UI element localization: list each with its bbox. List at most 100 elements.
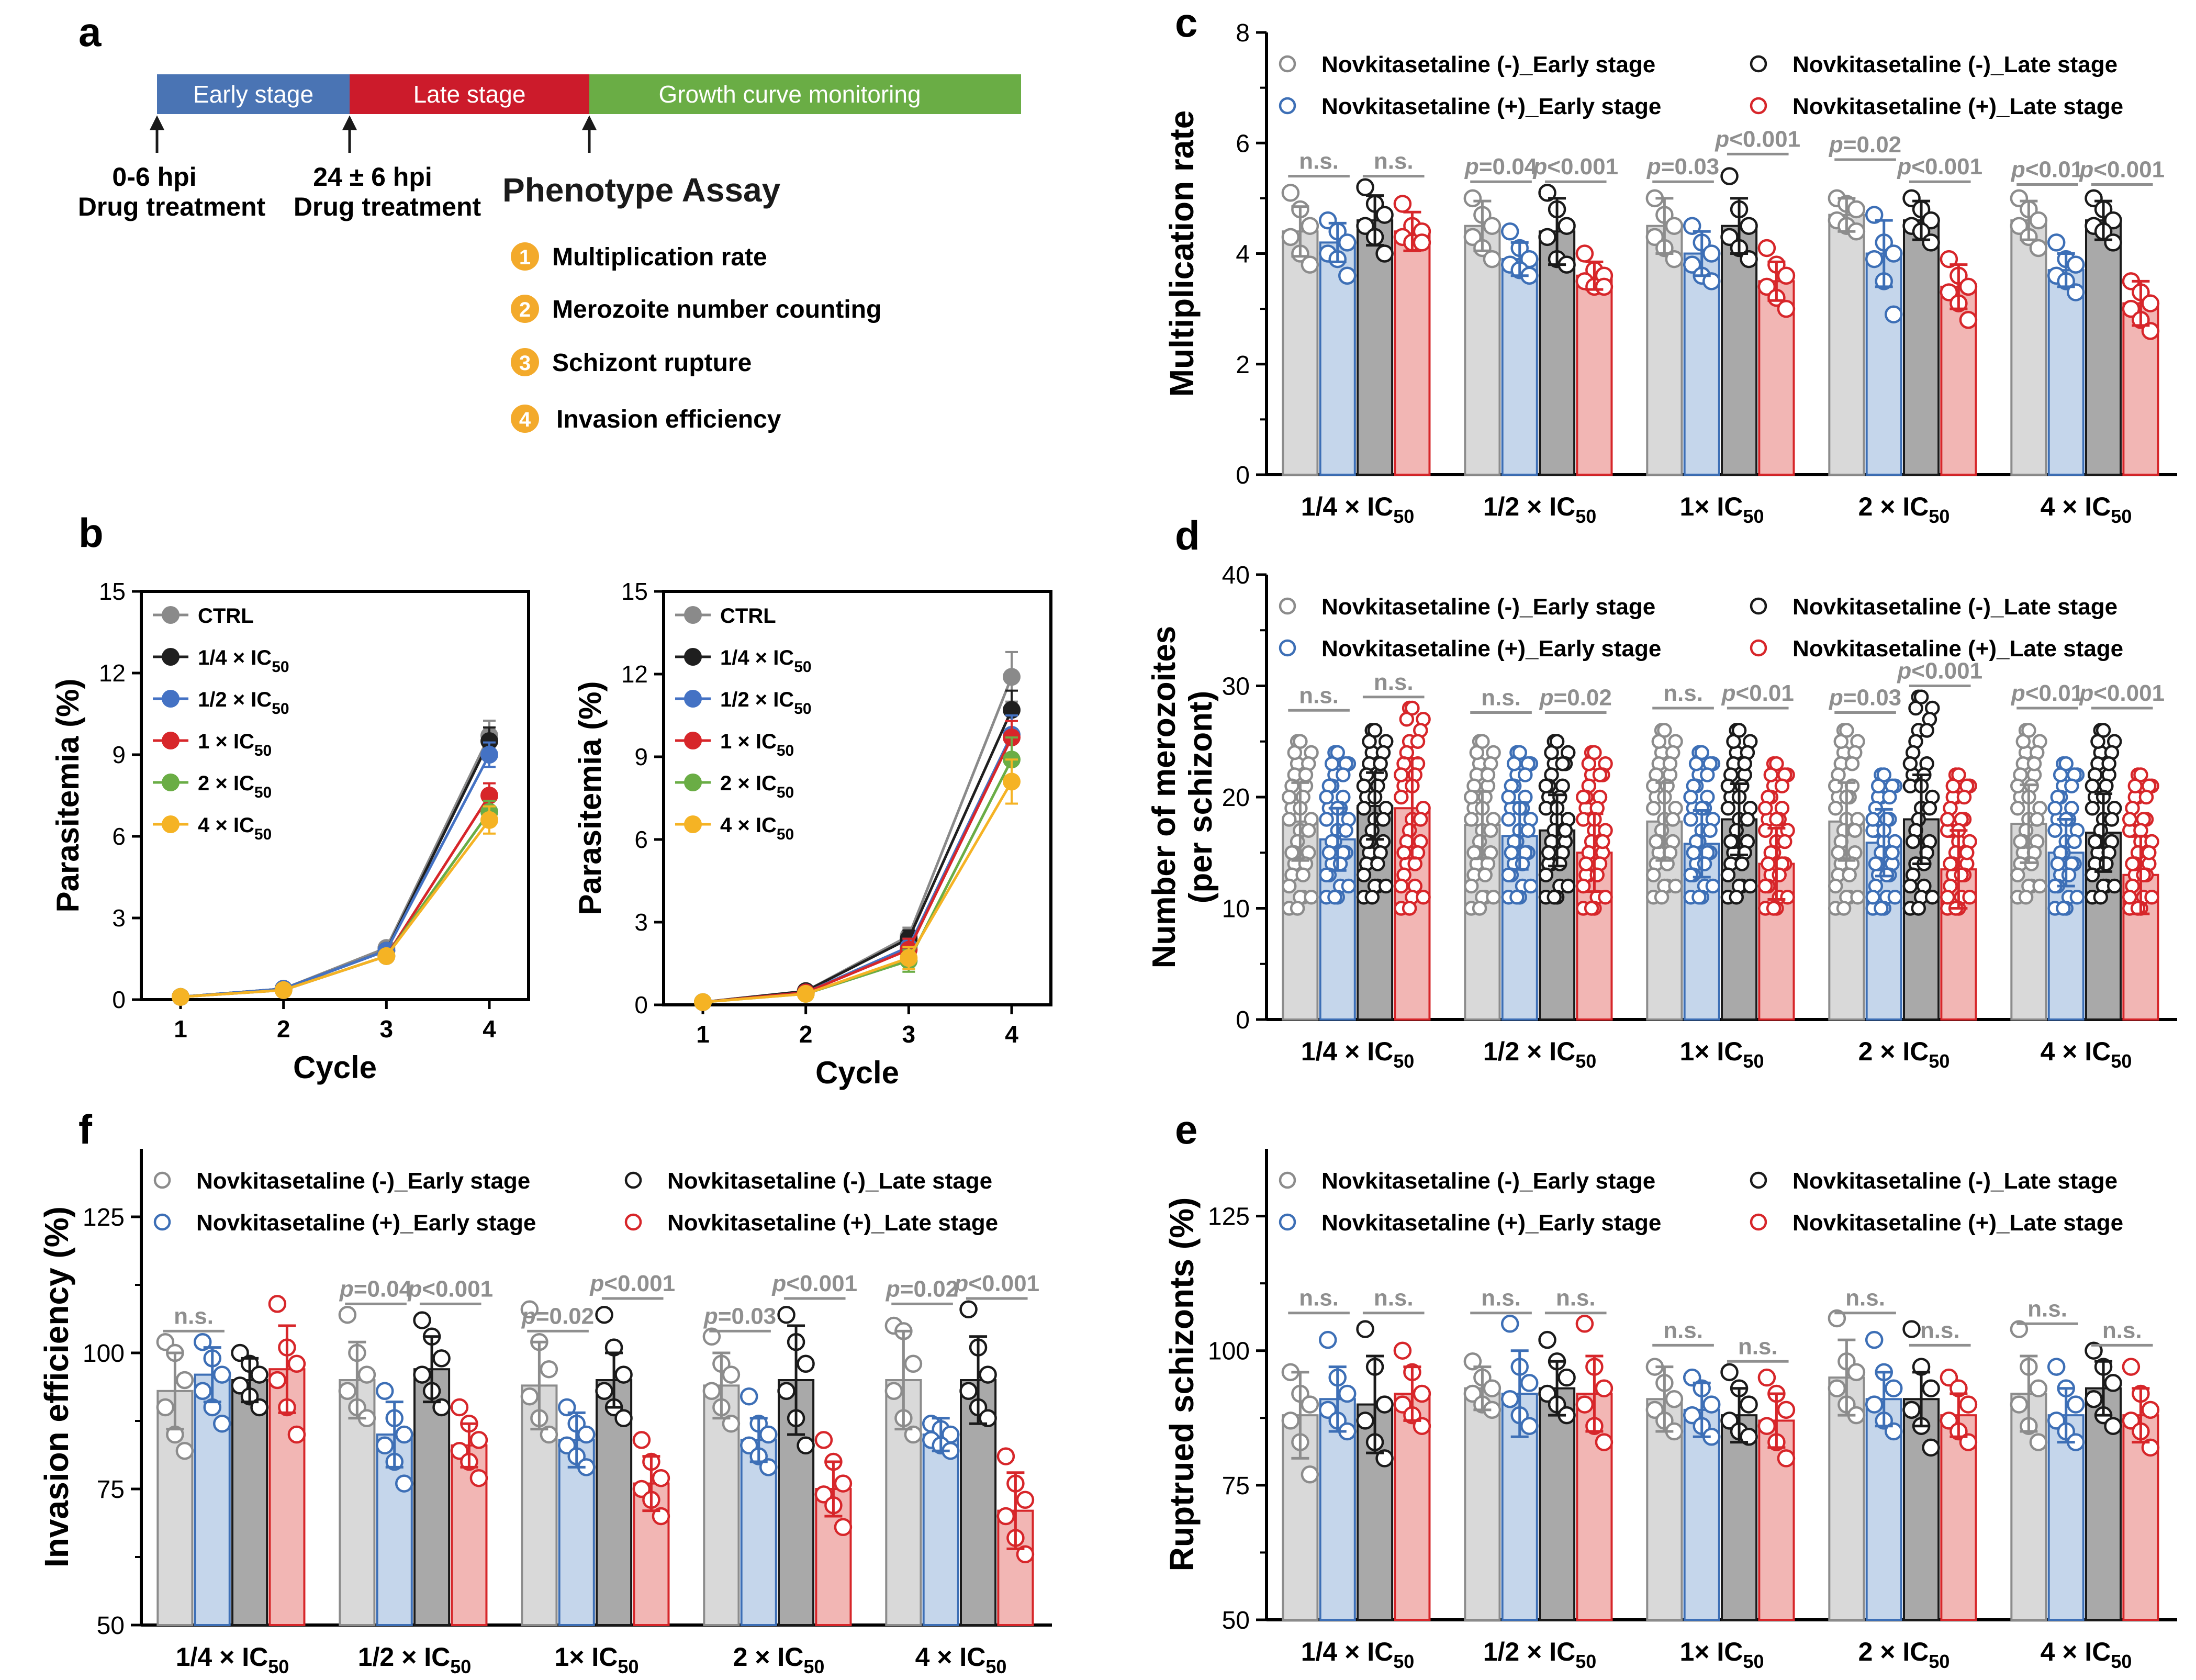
data-point bbox=[1691, 890, 1707, 905]
data-point bbox=[2093, 890, 2109, 905]
p-value-label: p=0.04 bbox=[339, 1276, 412, 1302]
category-label: 1/2 × IC50 bbox=[1483, 1037, 1597, 1072]
data-point bbox=[1720, 867, 1736, 882]
data-point bbox=[1757, 801, 1773, 816]
data-point bbox=[1702, 823, 1718, 838]
timeline-early-label: Early stage bbox=[193, 81, 313, 108]
data-point bbox=[2067, 834, 2082, 849]
legend-marker bbox=[684, 732, 702, 749]
data-point bbox=[1902, 1320, 1921, 1338]
data-point bbox=[1393, 1341, 1412, 1360]
data-point bbox=[652, 1469, 670, 1487]
data-point bbox=[450, 1398, 469, 1417]
bar-group: p=0.02p<0.001 bbox=[1828, 132, 1982, 476]
category-label: 1/4 × IC50 bbox=[1301, 492, 1415, 527]
legend-marker bbox=[1279, 1171, 1296, 1189]
assay-number: 2 bbox=[519, 298, 531, 321]
data-point bbox=[1538, 778, 1554, 793]
bar bbox=[1464, 1387, 1501, 1621]
bar bbox=[1539, 1387, 1576, 1621]
data-point bbox=[1301, 1395, 1319, 1414]
data-point bbox=[1413, 1417, 1431, 1435]
data-point bbox=[1552, 856, 1567, 871]
data-point bbox=[1959, 277, 1978, 296]
legend-label: 1 × IC50 bbox=[198, 730, 272, 759]
bar bbox=[1865, 252, 1902, 476]
data-point bbox=[540, 1425, 558, 1444]
legend-marker bbox=[684, 815, 702, 833]
legend-marker bbox=[1750, 55, 1767, 73]
data-point bbox=[375, 1382, 394, 1401]
p-value-label: n.s. bbox=[1663, 680, 1703, 706]
data-point bbox=[1332, 856, 1348, 871]
legend-label: Novkitasetaline (+)_Late stage bbox=[1792, 1210, 2123, 1236]
data-point bbox=[2085, 801, 2100, 816]
arrow-up-icon bbox=[342, 115, 357, 153]
data-point bbox=[1290, 901, 1305, 916]
y-tick-label: 8 bbox=[1236, 19, 1250, 47]
data-point bbox=[1416, 890, 1431, 905]
data-point bbox=[1356, 801, 1372, 816]
data-point bbox=[287, 1354, 306, 1373]
legend-marker bbox=[624, 1213, 642, 1231]
data-point bbox=[377, 947, 396, 965]
y-tick-label: 75 bbox=[97, 1476, 125, 1504]
data-point bbox=[175, 1441, 194, 1460]
legend-label: Novkitasetaline (-)_Late stage bbox=[1792, 1168, 2117, 1194]
data-point bbox=[1757, 878, 1773, 894]
legend-label: Novkitasetaline (+)_Early stage bbox=[1321, 94, 1661, 119]
data-point bbox=[1683, 789, 1698, 805]
bar-group: n.s. n.s. bbox=[1281, 149, 1431, 476]
p-value-label: p=0.02 bbox=[521, 1303, 594, 1329]
y-axis-label: Parasitemia (%) bbox=[50, 679, 85, 913]
bar-group: p=0.02p<0.001 bbox=[884, 1271, 1039, 1627]
data-point bbox=[2142, 845, 2157, 860]
assay-item-multiplication: 1 Multiplication rate bbox=[511, 242, 767, 271]
bar-group: p<0.01p<0.001 bbox=[2010, 156, 2165, 476]
assay-number: 4 bbox=[519, 408, 531, 431]
x-tick-label: 4 bbox=[483, 1015, 496, 1043]
legend-label: Novkitasetaline (-)_Early stage bbox=[1321, 52, 1655, 77]
bar-group: p=0.04p<0.001 bbox=[1463, 154, 1618, 476]
data-point bbox=[1902, 756, 1918, 771]
data-point bbox=[1740, 217, 1758, 235]
bar bbox=[1758, 280, 1795, 476]
p-value-label: p<0.001 bbox=[589, 1271, 675, 1296]
data-point bbox=[1962, 890, 1977, 905]
data-point bbox=[2010, 217, 2029, 235]
data-point bbox=[1740, 1395, 1758, 1414]
data-point bbox=[2010, 1395, 2029, 1414]
data-point bbox=[1356, 1412, 1374, 1430]
data-point bbox=[413, 1365, 431, 1384]
data-point bbox=[357, 1365, 376, 1384]
assay-item-invasion: 4 Invasion efficiency bbox=[511, 405, 781, 433]
data-point bbox=[1589, 867, 1605, 882]
data-point bbox=[777, 1382, 796, 1401]
data-point bbox=[1740, 812, 1755, 827]
bar-group: p=0.02 p<0.001 bbox=[520, 1271, 675, 1627]
assay-label: Schizont rupture bbox=[552, 349, 752, 377]
data-point bbox=[1480, 767, 1496, 782]
data-point bbox=[1500, 222, 1519, 241]
data-point bbox=[1330, 745, 1345, 760]
bar bbox=[1394, 230, 1431, 476]
y-axis-label: Number of merozoites bbox=[1146, 626, 1182, 969]
data-point bbox=[1301, 217, 1319, 235]
data-point bbox=[1538, 184, 1556, 202]
legend-marker bbox=[162, 815, 180, 833]
series-line bbox=[702, 781, 1013, 1004]
data-point bbox=[1575, 1395, 1594, 1414]
data-point bbox=[1595, 1379, 1614, 1397]
data-point bbox=[722, 1414, 741, 1433]
data-point bbox=[2013, 834, 2028, 849]
data-point bbox=[1504, 845, 1519, 860]
data-point bbox=[1575, 1315, 1594, 1333]
data-point bbox=[702, 1382, 721, 1401]
data-point bbox=[1702, 244, 1721, 263]
data-point bbox=[1375, 206, 1394, 224]
data-point bbox=[1338, 266, 1357, 285]
data-point bbox=[2047, 823, 2063, 838]
y-axis-label: Invasion efficiency (%) bbox=[38, 1206, 75, 1567]
data-point bbox=[1364, 890, 1380, 905]
data-point bbox=[1463, 228, 1482, 247]
